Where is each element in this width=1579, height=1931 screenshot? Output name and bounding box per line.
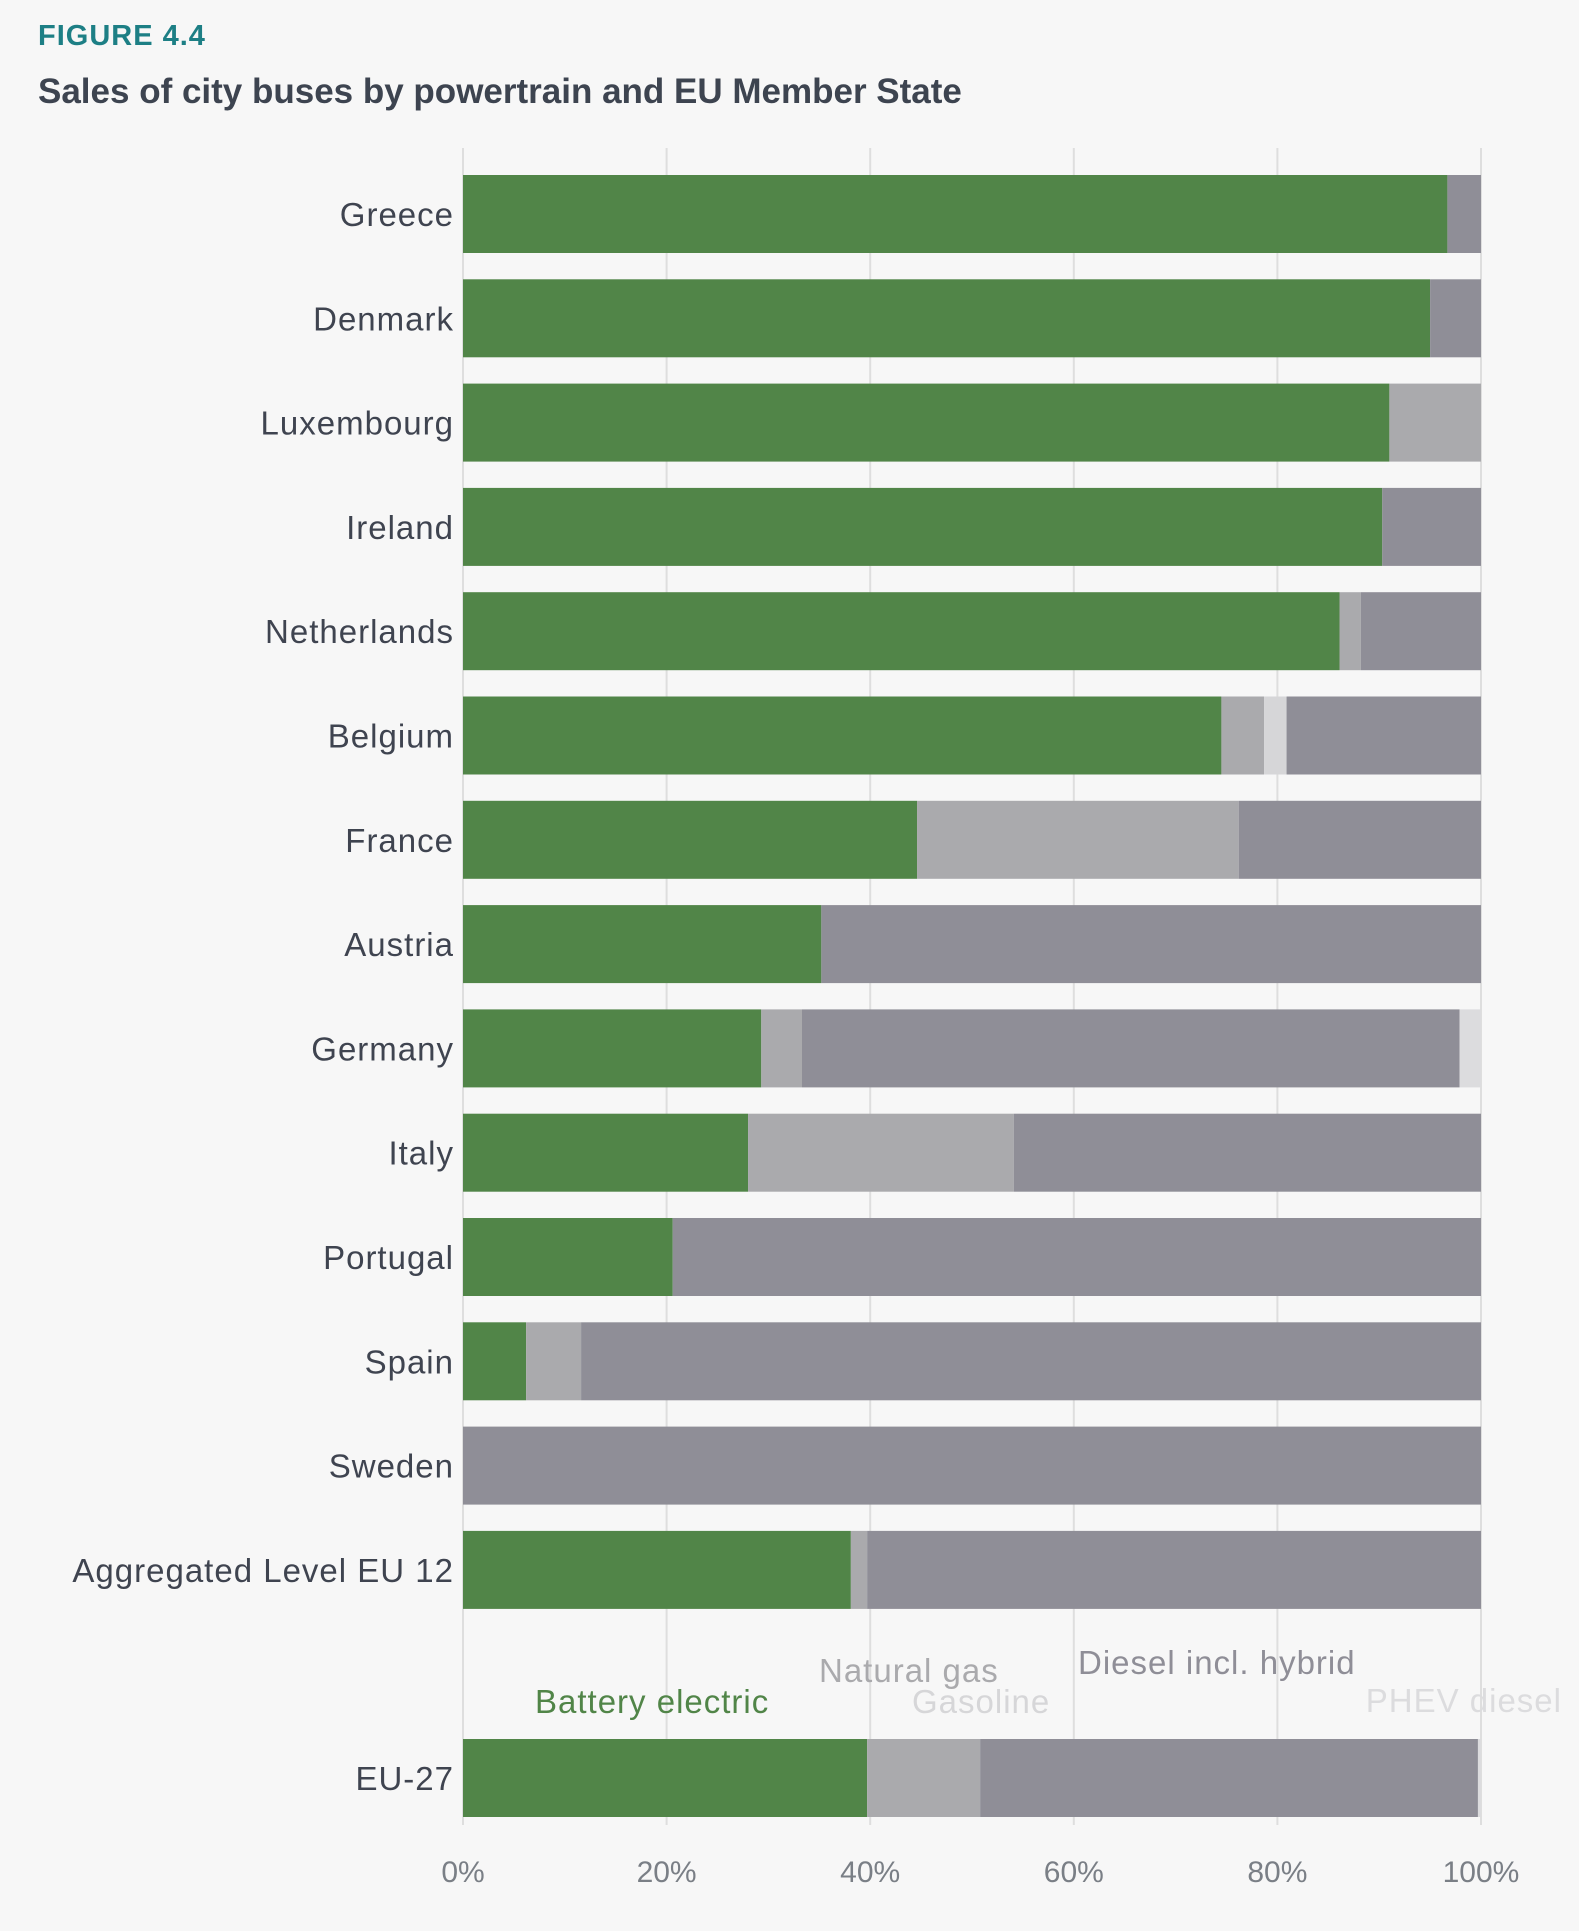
category-label: France xyxy=(345,822,454,859)
category-label: Ireland xyxy=(346,509,454,546)
category-label: Aggregated Level EU 12 xyxy=(72,1552,454,1589)
bar-segment xyxy=(917,800,1239,879)
category-label: Luxembourg xyxy=(261,405,454,442)
category-labels: Greece Denmark Luxembourg Ireland Netherland… xyxy=(72,196,454,1797)
category-label: Spain xyxy=(365,1343,454,1380)
figure-title: Sales of city buses by powertrain and EU… xyxy=(38,72,962,111)
bar-segment xyxy=(867,1530,1481,1609)
bar-segment xyxy=(1389,383,1481,462)
figure-number: FIGURE 4.4 xyxy=(38,20,206,52)
bar-segment xyxy=(1221,696,1265,775)
x-tick-label: 40% xyxy=(840,1856,900,1889)
bar-segment xyxy=(463,487,1383,566)
category-label: Netherlands xyxy=(265,613,454,650)
bar-segment xyxy=(850,1530,868,1609)
bar-segment xyxy=(463,696,1222,775)
bar-segment xyxy=(1459,1009,1481,1088)
bar-segment xyxy=(463,279,1431,358)
x-tick-label: 20% xyxy=(637,1856,697,1889)
bar-segment xyxy=(1264,696,1287,775)
bar-segment xyxy=(463,1426,1481,1505)
x-tick-label: 80% xyxy=(1247,1856,1307,1889)
bar-segment xyxy=(463,905,822,984)
legend-label: PHEV diesel xyxy=(1366,1682,1562,1719)
bar-segment xyxy=(1360,592,1481,671)
bar-segment xyxy=(1430,279,1481,358)
x-tick-label: 100% xyxy=(1443,1856,1520,1889)
legend-label: Battery electric xyxy=(535,1683,769,1720)
category-label: Belgium xyxy=(328,718,454,755)
bar-segment xyxy=(463,1009,762,1088)
category-label: Greece xyxy=(340,196,454,233)
bar-segment xyxy=(801,1009,1460,1088)
bar-segment xyxy=(463,383,1390,462)
bar-segment xyxy=(980,1739,1478,1817)
bar-segment xyxy=(463,175,1448,253)
bar-segment xyxy=(672,1218,1481,1296)
bar-segment xyxy=(463,1218,673,1296)
bar-segment xyxy=(748,1113,1014,1192)
bar-segment xyxy=(463,1739,868,1817)
bar-segment xyxy=(1447,175,1481,253)
x-tick-labels: 0% 20% 40% 60% 80% 100% xyxy=(441,1856,1519,1889)
bar-segment xyxy=(1013,1113,1481,1192)
bar-segment xyxy=(1238,800,1481,879)
bar-segment xyxy=(1382,487,1481,566)
legend-label: Natural gas xyxy=(819,1652,999,1689)
bar-segment xyxy=(1477,1739,1481,1817)
category-label: Germany xyxy=(311,1030,454,1067)
bar-segment xyxy=(463,592,1340,671)
category-label: Sweden xyxy=(329,1448,454,1485)
bar-segment xyxy=(1286,696,1481,775)
bar-segment xyxy=(1339,592,1361,671)
category-label: Italy xyxy=(388,1135,454,1172)
bar-segment xyxy=(821,905,1481,984)
bars xyxy=(463,175,1481,1817)
legend-label: Gasoline xyxy=(912,1683,1050,1720)
bar-segment xyxy=(761,1009,802,1088)
bar-segment xyxy=(526,1322,582,1401)
bar-segment xyxy=(463,1530,851,1609)
legend-label: Diesel incl. hybrid xyxy=(1078,1644,1356,1681)
bar-segment xyxy=(463,1322,527,1401)
bar-segment xyxy=(463,800,918,879)
x-tick-label: 60% xyxy=(1044,1856,1104,1889)
bar-segment xyxy=(581,1322,1481,1401)
category-label: Portugal xyxy=(323,1239,454,1276)
x-tick-label: 0% xyxy=(441,1856,484,1889)
category-label: Austria xyxy=(344,926,454,963)
bar-segment xyxy=(867,1739,981,1817)
category-label: Denmark xyxy=(313,300,454,337)
category-label: EU-27 xyxy=(355,1760,454,1797)
bar-segment xyxy=(463,1113,749,1192)
